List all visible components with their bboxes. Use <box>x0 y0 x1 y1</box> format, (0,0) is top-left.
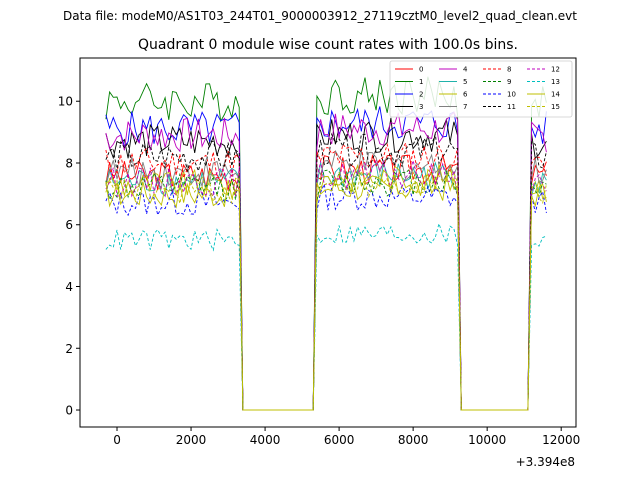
series-line-13 <box>105 222 547 411</box>
legend-box <box>389 60 573 118</box>
legend-label-13: 13 <box>551 78 560 86</box>
legend-label-12: 12 <box>551 66 560 74</box>
legend-label-6: 6 <box>463 91 468 99</box>
legend-label-1: 1 <box>419 78 423 86</box>
plot-frame <box>79 57 577 428</box>
x-tick-label: 6000 <box>324 433 355 447</box>
series-line-10 <box>105 182 547 411</box>
legend-label-8: 8 <box>507 66 511 74</box>
series-line-11 <box>105 132 547 411</box>
legend-label-15: 15 <box>551 103 560 111</box>
y-axis: 0 2 4 6 8 10 <box>58 95 80 418</box>
legend-label-3: 3 <box>419 103 423 111</box>
legend-label-9: 9 <box>507 78 511 86</box>
y-tick-label: 8 <box>65 156 73 170</box>
x-tick-label: 10000 <box>468 433 506 447</box>
series-layer <box>105 76 547 411</box>
y-tick-label: 6 <box>65 218 73 232</box>
y-tick-label: 4 <box>65 280 73 294</box>
chart-title: Quadrant 0 module wise count rates with … <box>138 37 518 53</box>
x-offset-label: +3.394e8 <box>516 455 575 469</box>
legend-label-0: 0 <box>419 66 423 74</box>
series-line-15 <box>105 169 547 411</box>
legend-label-7: 7 <box>463 103 467 111</box>
x-tick-label: 4000 <box>250 433 281 447</box>
y-tick-label: 0 <box>65 404 73 418</box>
data-file-header: Data file: modeM0/AS1T03_244T01_90000039… <box>63 9 577 23</box>
legend-label-10: 10 <box>507 91 516 99</box>
x-tick-label: 2000 <box>176 433 207 447</box>
legend-label-11: 11 <box>507 103 516 111</box>
legend-label-4: 4 <box>463 66 468 74</box>
series-line-14 <box>105 174 547 411</box>
series-line-8 <box>105 141 547 411</box>
x-axis: 0 2000 4000 6000 8000 10000 12000 <box>113 427 580 447</box>
x-tick-label: 0 <box>113 433 121 447</box>
legend-label-5: 5 <box>463 78 467 86</box>
legend-label-2: 2 <box>419 91 423 99</box>
x-tick-label: 8000 <box>398 433 429 447</box>
plot-area <box>80 58 576 427</box>
x-tick-label: 12000 <box>542 433 580 447</box>
y-tick-label: 2 <box>65 342 73 356</box>
legend-label-14: 14 <box>551 91 560 99</box>
y-tick-label: 10 <box>58 95 73 109</box>
